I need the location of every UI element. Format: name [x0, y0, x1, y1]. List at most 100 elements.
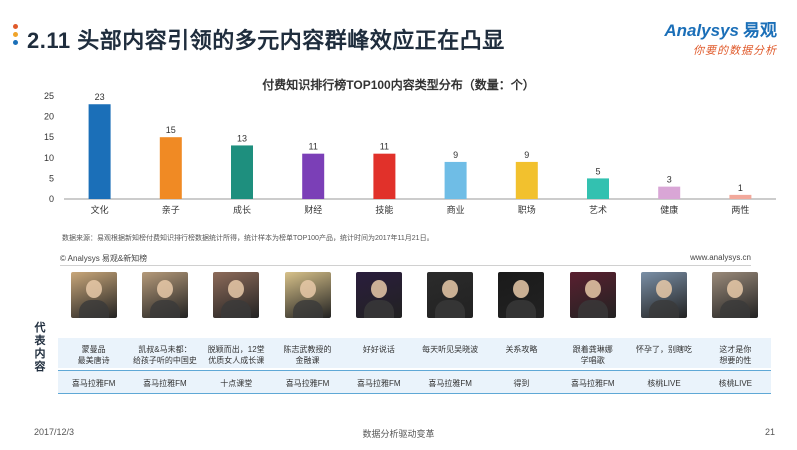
content-platform: 喜马拉雅FM [428, 379, 472, 388]
content-platform: 喜马拉雅FM [143, 379, 187, 388]
bar-1 [159, 137, 182, 199]
side-label-char: 表 [34, 335, 46, 347]
thumbnail-figure [435, 300, 466, 318]
bar-5 [444, 161, 467, 199]
data-label: 3 [667, 175, 672, 185]
content-title: 每天听见吴晓波 [422, 345, 479, 354]
y-tick-label: 25 [44, 91, 54, 101]
y-tick-label: 10 [44, 153, 54, 163]
x-tick-label: 技能 [375, 204, 393, 215]
thumbnail-figure [506, 300, 537, 318]
content-title: 怀孕了，别瞎吃 [636, 345, 693, 354]
side-label-char: 容 [34, 361, 46, 373]
bar-0 [88, 104, 111, 199]
content-platform: 喜马拉雅FM [570, 379, 615, 388]
content-platform: 喜马拉雅FM [71, 379, 116, 388]
dot-blue [13, 40, 18, 45]
thumbnail-figure [727, 280, 744, 298]
brand-name: Analysys [664, 21, 739, 40]
data-label: 1 [738, 183, 743, 193]
content-title: 跟着龚琳娜 学唱歌 [572, 345, 613, 365]
y-tick-label: 5 [49, 173, 54, 183]
thumbnail-figure [292, 300, 323, 318]
x-tick-label: 亲子 [162, 204, 180, 215]
dot-orange [13, 24, 18, 29]
brand-cn: 易观 [743, 21, 777, 40]
thumbnail-figure [85, 280, 102, 298]
thumbnail-figure [656, 280, 673, 298]
page-number: 21 [764, 427, 775, 437]
bar-7 [587, 178, 609, 199]
row-line-top [58, 370, 771, 371]
thumbnail-figure [299, 280, 316, 298]
bar-4 [373, 153, 396, 199]
thumbnail-figure [584, 280, 601, 298]
thumbnail-figure [370, 280, 387, 298]
content-title: 脱颖而出，12堂 优质女人成长课 [207, 345, 265, 365]
website-link[interactable]: www.analysys.cn [690, 253, 751, 262]
content-thumbnail[interactable] [427, 272, 474, 318]
content-thumbnail[interactable] [569, 272, 616, 318]
dot-yellow [13, 32, 18, 37]
thumbnail-figure [442, 280, 459, 298]
content-title: 蒙曼品 最美唐诗 [77, 345, 110, 365]
bar-chart: 0 5 10 15 20 25 23 文化 15 亲子 13 成长 11 财经 11 技能 9 商业 9 职场 5 艺术 3… [44, 91, 776, 215]
content-platform: 得到 [513, 379, 530, 388]
divider [60, 265, 751, 266]
bar-9 [729, 194, 752, 199]
bar-6 [515, 161, 538, 199]
x-tick-label: 商业 [447, 204, 465, 215]
content-platform: 核桃LIVE [647, 379, 681, 388]
content-thumbnail[interactable] [712, 272, 759, 318]
brand-logo: Analysys 易观 你要的数据分析 [664, 16, 777, 58]
x-tick-label: 两性 [731, 204, 749, 215]
y-tick-label: 15 [44, 132, 54, 142]
thumbnail-figure [513, 280, 530, 298]
data-label: 9 [524, 150, 529, 160]
content-thumbnail[interactable] [70, 272, 117, 318]
thumbnail-figure [156, 280, 173, 298]
content-thumbnail[interactable] [141, 272, 188, 318]
footer-slogan: 数据分析驱动变革 [362, 429, 435, 439]
content-thumbnail[interactable] [284, 272, 331, 318]
content-title: 陈志武教授的 金融课 [283, 345, 332, 365]
thumbnail-figure [149, 300, 180, 318]
footer-date: 2017/12/3 [34, 427, 75, 437]
x-tick-label: 成长 [233, 204, 251, 215]
content-thumbnail[interactable] [213, 272, 260, 318]
y-tick-label: 20 [44, 112, 54, 122]
data-label: 11 [380, 142, 389, 152]
thumbnail-figure [78, 300, 109, 318]
row-line-bottom [58, 393, 771, 394]
thumbnail-figure [363, 300, 394, 318]
content-thumbnail[interactable] [355, 272, 402, 318]
platform-row-band [58, 371, 771, 393]
brand-slogan: 你要的数据分析 [693, 45, 777, 57]
side-label-char: 代 [34, 322, 46, 334]
x-tick-label: 健康 [660, 204, 678, 215]
content-platform: 喜马拉雅FM [285, 379, 330, 388]
thumbnail-figure [221, 300, 252, 318]
thumbnail-figure [649, 300, 680, 318]
x-tick-label: 职场 [518, 205, 536, 215]
content-title: 凯叔&马未都： 给孩子听的中国史 [132, 345, 197, 365]
copyright: © Analysys 易观&新知榜 [60, 254, 148, 263]
content-thumbnail[interactable] [641, 272, 688, 318]
content-thumbnail[interactable] [498, 272, 545, 318]
y-tick-label: 0 [49, 194, 54, 204]
bar-2 [231, 145, 253, 199]
content-platform: 喜马拉雅FM [357, 379, 401, 388]
side-label: 代 表 内 容 [33, 322, 47, 374]
side-label-char: 内 [34, 348, 46, 360]
data-label: 11 [309, 142, 318, 152]
chart-title: 付费知识排行榜TOP100内容类型分布（数量：个） [262, 78, 535, 92]
content-title: 好好说话 [362, 345, 395, 354]
content-platform: 核桃LIVE [718, 379, 752, 388]
x-tick-label: 艺术 [589, 204, 607, 215]
content-title: 这才是你 想要的性 [719, 345, 752, 365]
data-label: 15 [166, 125, 176, 135]
bar-3 [302, 153, 325, 199]
data-label: 5 [595, 166, 600, 176]
content-platform: 十点课堂 [220, 379, 253, 388]
x-tick-label: 财经 [304, 204, 322, 215]
